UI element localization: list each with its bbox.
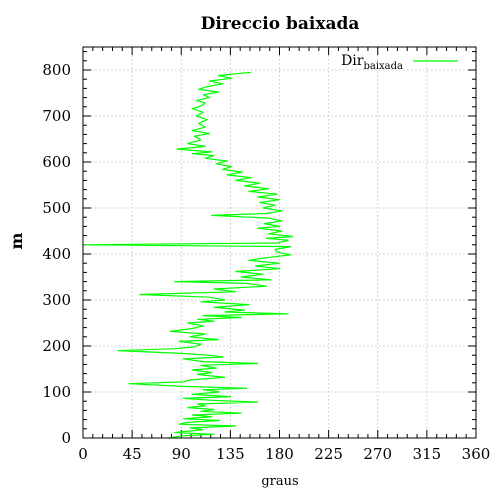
- grid-lines: [83, 47, 476, 438]
- chart-title: Direccio baixada: [201, 14, 360, 34]
- legend-label-subscript: baixada: [363, 61, 403, 72]
- x-tick-label: 45: [123, 445, 142, 463]
- y-tick-label: 700: [42, 107, 71, 125]
- x-tick-label: 315: [413, 445, 442, 463]
- x-tick-label: 225: [314, 445, 343, 463]
- y-tick-label: 400: [42, 245, 71, 263]
- series-layer: [82, 71, 294, 439]
- legend-label-main: Dir: [341, 53, 364, 69]
- legend: Dirbaixada: [341, 53, 458, 72]
- x-tick-label: 360: [462, 445, 491, 463]
- series-line: [82, 71, 294, 439]
- x-tick-label: 180: [265, 445, 294, 463]
- axis-ticks: 0 45 90 135 180 225 270 315 360 0 100 200 300 400 500 6…: [42, 47, 490, 463]
- x-tick-label: 270: [363, 445, 392, 463]
- y-tick-label: 100: [42, 383, 71, 401]
- plot-frame: [82, 46, 477, 439]
- y-tick-label: 200: [42, 337, 71, 355]
- y-tick-label: 300: [42, 291, 71, 309]
- x-tick-label: 90: [172, 445, 191, 463]
- legend-label: Dirbaixada: [341, 53, 403, 72]
- y-tick-label: 500: [42, 199, 71, 217]
- x-tick-label: 135: [216, 445, 245, 463]
- y-tick-label: 800: [42, 61, 71, 79]
- y-tick-label: 600: [42, 153, 71, 171]
- y-axis-label: m: [7, 232, 26, 249]
- x-axis-label: graus: [261, 474, 298, 489]
- x-tick-label: 0: [78, 445, 88, 463]
- y-tick-label: 0: [61, 429, 71, 447]
